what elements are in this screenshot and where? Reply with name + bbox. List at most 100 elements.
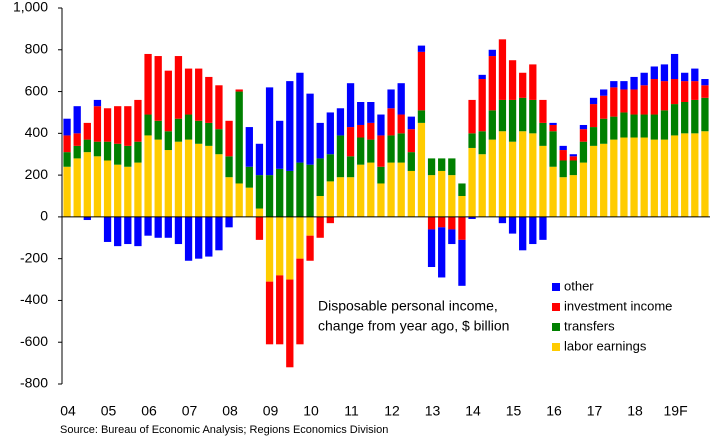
bar [559, 177, 567, 217]
bar [448, 158, 456, 176]
bar [559, 160, 567, 178]
bar [448, 216, 456, 230]
bar [134, 162, 142, 217]
bar [316, 196, 324, 217]
bar [286, 170, 294, 217]
bar [610, 116, 618, 140]
bar [650, 114, 658, 140]
bar [296, 72, 304, 163]
bar [589, 104, 598, 128]
bar [255, 216, 264, 240]
bar [549, 124, 557, 132]
bar [529, 64, 537, 100]
bar [478, 154, 486, 217]
bar [245, 187, 253, 217]
bar [427, 216, 436, 230]
bar [600, 118, 608, 144]
bar [154, 216, 162, 238]
bar [529, 99, 537, 134]
bar [660, 110, 669, 140]
bar [215, 216, 223, 251]
bar [255, 175, 264, 209]
bar [255, 208, 264, 217]
bar [306, 235, 314, 261]
bar [539, 122, 547, 146]
bar [630, 89, 638, 115]
bar [103, 160, 112, 217]
y-tick-label: -800 [20, 375, 48, 391]
bar [478, 74, 486, 80]
bar [660, 64, 669, 82]
bar [468, 147, 476, 217]
bar [276, 168, 284, 217]
bar [438, 158, 446, 171]
legend-swatch [552, 323, 560, 331]
bar [225, 120, 233, 157]
bar [225, 216, 233, 228]
bar [235, 183, 243, 217]
bar [620, 81, 628, 90]
x-tick-label: 15 [506, 403, 522, 419]
bar [124, 106, 132, 146]
bar [539, 99, 547, 123]
bar [387, 108, 395, 136]
y-tick-label: 600 [25, 82, 49, 98]
bar [83, 216, 91, 221]
bar [427, 229, 436, 268]
legend-label: other [564, 278, 594, 293]
bar [681, 72, 689, 82]
bar [701, 85, 709, 98]
bar [184, 139, 193, 217]
bar [316, 122, 324, 159]
bar [448, 229, 456, 245]
bar [93, 141, 102, 157]
bar [367, 122, 375, 140]
bar [83, 139, 91, 153]
bar [73, 145, 81, 159]
bar [569, 160, 577, 176]
bar [448, 175, 456, 217]
bar [205, 76, 213, 123]
bar [650, 79, 658, 115]
bar [286, 216, 294, 280]
bar [306, 164, 314, 217]
bar [519, 216, 527, 251]
bar [195, 216, 203, 259]
bar [670, 79, 679, 105]
bar [326, 181, 334, 217]
bar [701, 131, 709, 217]
bar [498, 39, 507, 100]
x-tick-label: 05 [101, 403, 117, 419]
bar [357, 102, 365, 125]
bar [114, 106, 122, 144]
bar [488, 139, 496, 217]
annotation: Disposable personal income, [318, 298, 498, 314]
bar [529, 133, 537, 217]
bar [134, 141, 142, 163]
bar [589, 127, 598, 146]
bar [458, 216, 466, 240]
bar [539, 145, 547, 217]
bar [549, 166, 557, 217]
bar [610, 87, 618, 117]
bar [417, 122, 426, 217]
bar [296, 162, 304, 217]
bar [569, 156, 577, 161]
legend-label: transfers [564, 318, 615, 333]
bar [235, 89, 243, 92]
bar [144, 53, 152, 115]
bar [377, 135, 385, 167]
bar [195, 143, 203, 217]
bar [519, 72, 527, 98]
x-tick-label: 08 [222, 403, 238, 419]
bar [620, 112, 628, 138]
bar [296, 258, 304, 345]
bar [701, 97, 709, 132]
legend-swatch [552, 303, 560, 311]
bar [336, 135, 345, 178]
bar [397, 83, 405, 115]
x-tick-label: 16 [546, 403, 562, 419]
bar [569, 154, 577, 157]
bar [549, 131, 557, 167]
bar [670, 53, 679, 80]
